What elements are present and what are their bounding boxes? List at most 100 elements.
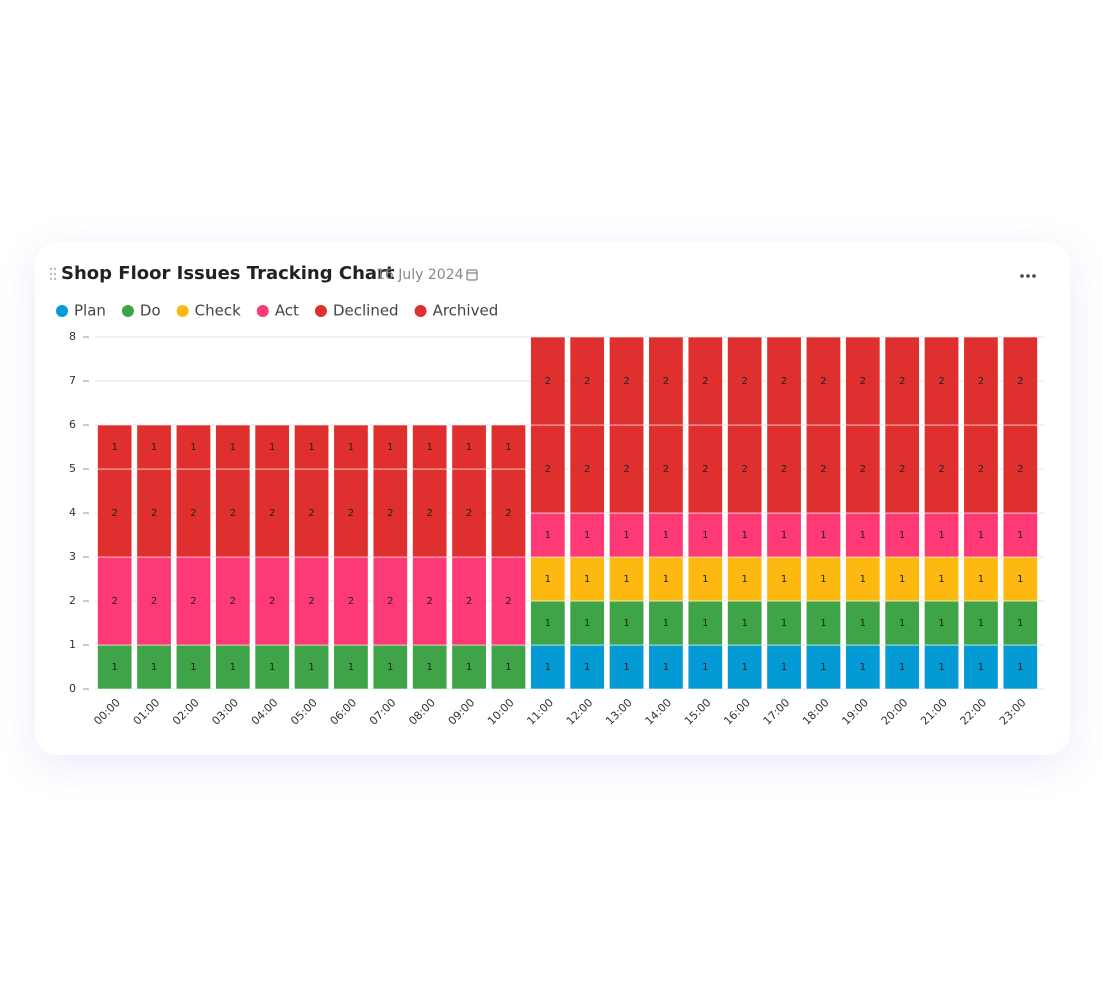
y-tick-label: 5 bbox=[69, 462, 76, 475]
x-tick-label: 00:00 bbox=[91, 696, 123, 728]
value-label: 1 bbox=[860, 662, 866, 673]
value-label: 1 bbox=[308, 662, 314, 673]
bar-segment bbox=[490, 424, 526, 470]
bar-segment bbox=[412, 556, 448, 646]
bar-segment bbox=[333, 644, 369, 690]
value-label: 1 bbox=[938, 662, 944, 673]
bar-segment bbox=[97, 556, 133, 646]
bar-segment bbox=[451, 644, 487, 690]
more-menu[interactable] bbox=[1020, 274, 1036, 278]
value-label: 1 bbox=[151, 442, 157, 453]
bar-segment bbox=[963, 644, 999, 690]
value-label: 1 bbox=[938, 574, 944, 585]
y-tick-label: 6 bbox=[69, 418, 76, 431]
value-label: 1 bbox=[820, 662, 826, 673]
value-label: 1 bbox=[584, 574, 590, 585]
value-label: 2 bbox=[781, 464, 787, 475]
value-label: 1 bbox=[702, 662, 708, 673]
x-tick-label: 01:00 bbox=[131, 696, 163, 728]
bar-segment bbox=[1002, 512, 1038, 558]
legend-marker[interactable] bbox=[314, 305, 327, 317]
value-label: 1 bbox=[427, 662, 433, 673]
value-label: 1 bbox=[505, 442, 511, 453]
value-label: 2 bbox=[269, 596, 275, 607]
bar-segment bbox=[136, 556, 172, 646]
y-tick-label: 7 bbox=[69, 374, 76, 387]
value-label: 2 bbox=[466, 508, 472, 519]
value-label: 2 bbox=[663, 376, 669, 387]
drag-handle[interactable] bbox=[49, 267, 57, 281]
value-label: 1 bbox=[702, 530, 708, 541]
legend-marker[interactable] bbox=[176, 305, 189, 317]
bar-segment bbox=[687, 424, 723, 514]
x-tick-label: 17:00 bbox=[761, 696, 793, 728]
value-label: 2 bbox=[702, 464, 708, 475]
bar-segment bbox=[609, 424, 645, 514]
legend-label[interactable]: Act bbox=[275, 302, 299, 320]
legend-label[interactable]: Do bbox=[140, 302, 161, 320]
value-label: 1 bbox=[1017, 662, 1023, 673]
bar-segment bbox=[97, 424, 133, 470]
value-label: 1 bbox=[466, 442, 472, 453]
x-tick-label: 19:00 bbox=[839, 696, 871, 728]
value-label: 2 bbox=[820, 376, 826, 387]
bar-segment bbox=[805, 556, 841, 602]
bar-segment bbox=[727, 424, 763, 514]
bar-segment bbox=[412, 424, 448, 470]
bar-segment bbox=[254, 556, 290, 646]
x-tick-label: 21:00 bbox=[918, 696, 950, 728]
value-label: 1 bbox=[1017, 618, 1023, 629]
x-tick-label: 06:00 bbox=[328, 696, 360, 728]
x-tick-label: 16:00 bbox=[721, 696, 753, 728]
value-label: 2 bbox=[112, 508, 118, 519]
value-label: 1 bbox=[269, 442, 275, 453]
x-tick-label: 20:00 bbox=[879, 696, 911, 728]
value-label: 2 bbox=[505, 596, 511, 607]
legend-marker[interactable] bbox=[56, 305, 68, 317]
bar-segment bbox=[924, 336, 960, 426]
legend-label[interactable]: Archived bbox=[433, 302, 499, 320]
value-label: 1 bbox=[427, 442, 433, 453]
bar-segment bbox=[845, 600, 881, 646]
value-label: 1 bbox=[899, 618, 905, 629]
legend-marker[interactable] bbox=[121, 305, 134, 317]
chart-date[interactable]: 16 July 2024 bbox=[376, 267, 464, 283]
bar-segment bbox=[884, 644, 920, 690]
bar-segment bbox=[648, 556, 684, 602]
value-label: 1 bbox=[230, 662, 236, 673]
bar-segment bbox=[963, 556, 999, 602]
bar-segment bbox=[215, 644, 251, 690]
bar-segment bbox=[609, 556, 645, 602]
bar-segment bbox=[924, 644, 960, 690]
value-label: 2 bbox=[348, 508, 354, 519]
chart-title: Shop Floor Issues Tracking Chart bbox=[61, 263, 395, 284]
bar-segment bbox=[805, 336, 841, 426]
value-label: 1 bbox=[663, 574, 669, 585]
bar-segment bbox=[766, 600, 802, 646]
value-label: 2 bbox=[505, 508, 511, 519]
value-label: 1 bbox=[938, 618, 944, 629]
bar-segment bbox=[490, 468, 526, 558]
bar-segment bbox=[1002, 556, 1038, 602]
bar-segment bbox=[136, 468, 172, 558]
legend-label[interactable]: Declined bbox=[333, 302, 399, 320]
bar-segment bbox=[175, 556, 211, 646]
legend-label[interactable]: Check bbox=[195, 302, 241, 320]
bar-segment bbox=[845, 644, 881, 690]
value-label: 2 bbox=[466, 596, 472, 607]
x-tick-label: 14:00 bbox=[643, 696, 675, 728]
value-label: 1 bbox=[860, 530, 866, 541]
bar-segment bbox=[530, 600, 566, 646]
calendar-icon[interactable] bbox=[466, 269, 478, 281]
legend-label[interactable]: Plan bbox=[74, 302, 106, 320]
legend-marker[interactable] bbox=[414, 305, 427, 317]
legend-marker[interactable] bbox=[256, 305, 269, 317]
x-tick-label: 05:00 bbox=[288, 696, 320, 728]
value-label: 2 bbox=[112, 596, 118, 607]
bar-segment bbox=[845, 512, 881, 558]
value-label: 1 bbox=[820, 618, 826, 629]
value-label: 1 bbox=[860, 618, 866, 629]
value-label: 2 bbox=[702, 376, 708, 387]
value-label: 1 bbox=[702, 574, 708, 585]
bar-segment bbox=[490, 556, 526, 646]
